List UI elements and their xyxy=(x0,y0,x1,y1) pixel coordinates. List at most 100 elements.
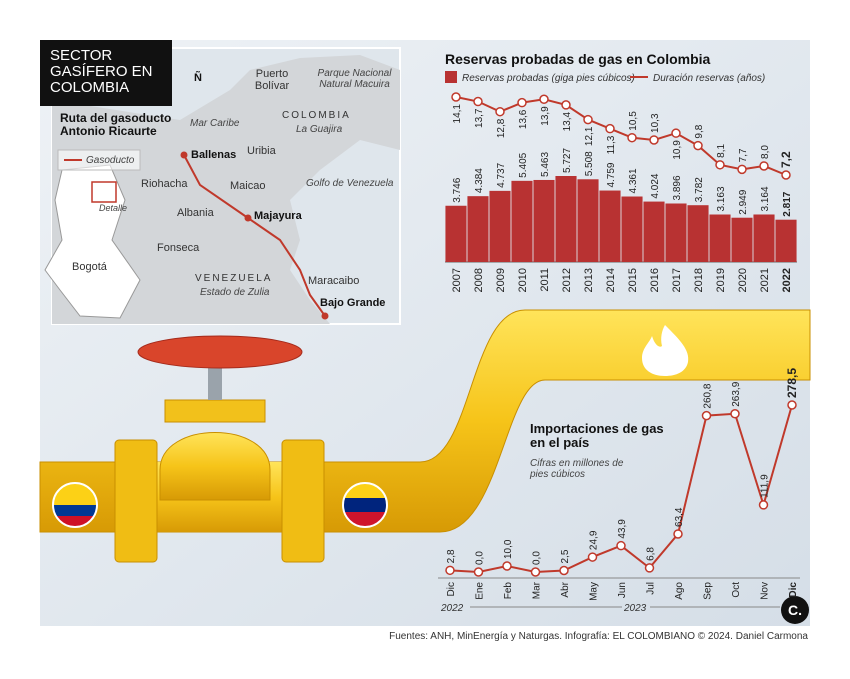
line-value-label: 7,7 xyxy=(738,148,749,162)
line-value-label: 43,9 xyxy=(617,519,628,539)
x-tick-label: 2009 xyxy=(495,268,507,292)
map-place: Puerto Bolívar xyxy=(254,68,290,93)
valve-bonnet xyxy=(164,399,266,423)
x-tick-label: 2011 xyxy=(539,268,551,292)
line-value-label: 0,0 xyxy=(532,551,543,565)
bar-value-label: 4.361 xyxy=(628,168,639,193)
map-title: Ruta del gasoducto Antonio Ricaurte xyxy=(60,111,172,139)
map-place: Uribia xyxy=(247,145,276,157)
bar xyxy=(753,214,775,262)
x-tick-label: Dic xyxy=(446,582,457,596)
bar-value-label: 2.949 xyxy=(738,189,749,214)
bar xyxy=(731,217,753,262)
bar xyxy=(665,203,687,262)
bar xyxy=(643,201,665,262)
flange xyxy=(114,439,158,563)
route-point xyxy=(321,312,329,320)
bar xyxy=(621,196,643,262)
x-tick-label: 2015 xyxy=(627,268,639,292)
x-tick-label: 2019 xyxy=(715,268,727,292)
bar-value-label: 3.782 xyxy=(694,177,705,202)
x-tick-label: Jun xyxy=(617,582,628,598)
map-place: Riohacha xyxy=(141,178,188,190)
bar xyxy=(511,180,533,262)
bar-value-label: 2.817 xyxy=(782,191,793,216)
flame-icon xyxy=(642,325,689,376)
line-value-label: 13,6 xyxy=(518,109,529,129)
map-place: Albania xyxy=(177,207,214,219)
point xyxy=(530,567,541,577)
x-tick-label: Mar xyxy=(532,581,543,599)
x-tick-label: 2008 xyxy=(473,268,485,292)
line-value-label: 10,3 xyxy=(650,113,661,133)
point xyxy=(730,409,740,419)
bar-value-label: 3.164 xyxy=(760,186,771,211)
bar xyxy=(555,176,577,262)
map-place: Majayura xyxy=(254,210,302,222)
point xyxy=(605,123,615,134)
bar xyxy=(709,214,731,262)
x-tick-label: 2022 xyxy=(781,268,793,292)
map-legend: Gasoducto xyxy=(86,155,135,166)
line-value-label: 13,9 xyxy=(540,106,551,126)
line-value-label: 12,1 xyxy=(584,126,595,146)
point xyxy=(759,161,769,171)
point xyxy=(737,164,747,175)
line-value-label: 7,2 xyxy=(779,151,793,168)
header-box xyxy=(40,40,172,106)
map-place: COLOMBIA xyxy=(282,110,351,121)
map-place: VENEZUELA xyxy=(195,273,273,284)
point xyxy=(787,400,797,410)
pipeline-route xyxy=(183,154,326,317)
logo: C. xyxy=(788,602,802,618)
point xyxy=(587,552,598,562)
x-tick-label: Sep xyxy=(703,582,714,600)
line-value-label: 10,0 xyxy=(503,539,514,559)
chart-title: Importaciones de gas en el país xyxy=(530,421,664,451)
line-value-label: 278,5 xyxy=(785,368,799,398)
line-value-label: 2,5 xyxy=(560,549,571,563)
point xyxy=(502,561,512,571)
bar xyxy=(489,190,511,262)
point xyxy=(616,540,626,551)
x-tick-label: 2020 xyxy=(737,268,749,292)
map-place: Maicao xyxy=(230,180,266,192)
point xyxy=(758,500,769,510)
legend-label: Reservas probadas (giga pies cúbicos) xyxy=(462,73,635,84)
map-place: La Guajira xyxy=(296,124,343,135)
bar xyxy=(577,179,599,262)
map-place: Bajo Grande xyxy=(320,297,386,309)
colombia-inset xyxy=(44,164,141,319)
point xyxy=(517,97,527,108)
line-value-label: 63,4 xyxy=(674,507,685,527)
route-point xyxy=(244,214,252,222)
north-arrow: Ñ xyxy=(194,72,202,84)
point xyxy=(539,94,549,105)
map-detail: Detalle xyxy=(99,203,128,213)
bar-value-label: 3.163 xyxy=(716,186,727,211)
chart-title: Reservas probadas de gas en Colombia xyxy=(445,51,711,67)
point xyxy=(673,529,683,539)
bar xyxy=(467,196,489,262)
bar-value-label: 3.896 xyxy=(672,175,683,200)
point xyxy=(495,106,505,117)
point xyxy=(473,567,484,577)
x-tick-label: 2010 xyxy=(517,268,529,292)
map-place: Estado de Zulia xyxy=(200,287,270,298)
line-value-label: 2,8 xyxy=(446,549,457,563)
x-tick-label: May xyxy=(589,582,600,601)
point xyxy=(671,128,681,138)
route-point xyxy=(180,151,188,159)
map-place: Maracaibo xyxy=(308,275,360,287)
bar-value-label: 5.508 xyxy=(584,151,595,176)
x-tick-label: Jul xyxy=(646,582,657,595)
valve-dome xyxy=(159,432,271,501)
point xyxy=(473,96,483,107)
x-tick-label: Ene xyxy=(475,582,486,600)
x-tick-label: 2014 xyxy=(605,268,617,292)
bar-value-label: 5.463 xyxy=(540,152,551,177)
line-value-label: 14,1 xyxy=(452,104,463,124)
point xyxy=(781,170,791,180)
